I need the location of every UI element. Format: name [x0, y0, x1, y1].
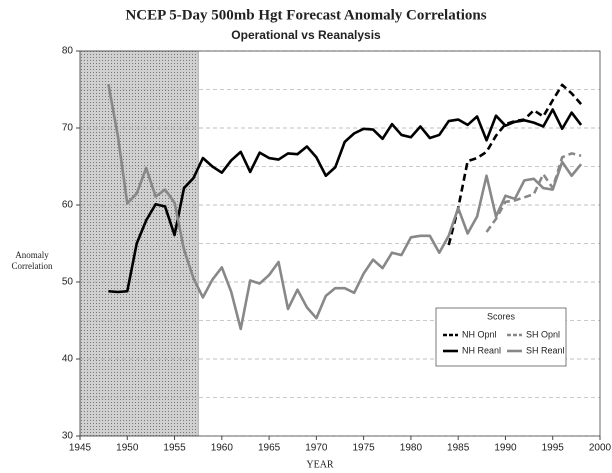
- x-tick-label: 1990: [494, 443, 517, 454]
- y-axis-label: Anomaly: [15, 250, 49, 260]
- x-tick-label: 1965: [258, 443, 281, 454]
- chart-subtitle: Operational vs Reanalysis: [231, 28, 381, 42]
- legend-label: NH Reanl: [462, 345, 501, 355]
- x-tick-label: 1980: [400, 443, 423, 454]
- y-tick-label: 70: [62, 123, 74, 134]
- x-tick-label: 1950: [116, 443, 139, 454]
- legend-box: [435, 307, 567, 367]
- legend-label: NH Opnl: [462, 329, 497, 339]
- x-tick-label: 1995: [542, 443, 565, 454]
- y-tick-label: 40: [62, 354, 74, 365]
- series-line: [107, 83, 583, 331]
- x-tick-label: 1960: [211, 443, 234, 454]
- series-line: [108, 108, 583, 294]
- x-tick-label: 1945: [69, 443, 92, 454]
- legend-label: SH Opnl: [526, 329, 560, 339]
- plot-frame: [79, 50, 601, 437]
- y-tick-label: 60: [62, 200, 74, 211]
- x-tick-label: 1955: [163, 443, 186, 454]
- legend-title: Scores: [487, 311, 516, 321]
- chart-title: NCEP 5-Day 500mb Hgt Forecast Anomaly Co…: [125, 7, 486, 23]
- y-axis-label: Correlation: [12, 261, 53, 271]
- legend-label: SH Reanl: [526, 345, 565, 355]
- x-axis-label: YEAR: [306, 459, 334, 470]
- x-tick-label: 1975: [353, 443, 376, 454]
- series-line: [447, 83, 583, 246]
- y-tick-label: 30: [62, 431, 74, 442]
- series-line: [485, 152, 582, 233]
- x-tick-label: 1970: [305, 443, 328, 454]
- y-tick-label: 50: [62, 277, 74, 288]
- y-tick-label: 80: [62, 46, 74, 57]
- x-tick-label: 1985: [447, 443, 470, 454]
- x-tick-label: 2000: [589, 443, 612, 454]
